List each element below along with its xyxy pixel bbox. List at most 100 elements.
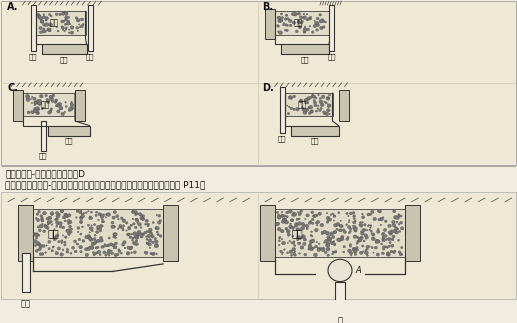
Circle shape — [319, 98, 322, 99]
Circle shape — [146, 242, 149, 245]
Circle shape — [280, 214, 284, 217]
Circle shape — [120, 252, 123, 254]
Circle shape — [131, 252, 132, 254]
Circle shape — [78, 238, 81, 241]
Circle shape — [288, 210, 292, 213]
Circle shape — [359, 251, 363, 255]
Text: A: A — [355, 266, 361, 275]
Circle shape — [396, 221, 398, 223]
Circle shape — [50, 109, 52, 111]
Circle shape — [117, 254, 119, 255]
Circle shape — [320, 223, 324, 227]
Circle shape — [79, 245, 83, 249]
Circle shape — [65, 213, 67, 215]
Circle shape — [305, 110, 307, 112]
Circle shape — [299, 99, 303, 103]
Circle shape — [339, 238, 342, 241]
Circle shape — [310, 221, 312, 223]
Circle shape — [47, 100, 50, 104]
Circle shape — [139, 213, 142, 215]
Circle shape — [39, 99, 41, 101]
Circle shape — [306, 19, 308, 21]
Circle shape — [88, 211, 89, 212]
Circle shape — [80, 222, 82, 223]
Circle shape — [158, 221, 161, 224]
Circle shape — [330, 234, 331, 236]
Circle shape — [94, 239, 96, 241]
Circle shape — [303, 225, 306, 227]
Bar — [339, 90, 348, 121]
Circle shape — [401, 254, 403, 255]
Circle shape — [340, 220, 341, 222]
Circle shape — [89, 216, 91, 217]
Circle shape — [62, 249, 64, 251]
Circle shape — [135, 218, 139, 221]
Circle shape — [397, 228, 399, 230]
Circle shape — [300, 246, 304, 249]
Circle shape — [392, 245, 393, 246]
Text: 铺盖: 铺盖 — [40, 100, 50, 109]
Circle shape — [292, 21, 296, 24]
Circle shape — [140, 214, 143, 216]
Circle shape — [96, 212, 98, 213]
Circle shape — [81, 215, 84, 218]
Text: 【标准答案-建设工程教育网】D: 【标准答案-建设工程教育网】D — [5, 169, 85, 178]
Circle shape — [79, 26, 81, 28]
Circle shape — [35, 234, 38, 237]
Circle shape — [111, 250, 112, 252]
Circle shape — [386, 252, 390, 255]
Circle shape — [159, 220, 161, 222]
Circle shape — [343, 229, 345, 231]
Circle shape — [100, 236, 102, 239]
Circle shape — [281, 16, 283, 19]
Text: 铺盖: 铺盖 — [50, 18, 59, 27]
Circle shape — [76, 26, 79, 29]
Circle shape — [333, 220, 334, 221]
Circle shape — [133, 232, 135, 234]
Circle shape — [95, 241, 97, 243]
Circle shape — [145, 223, 147, 225]
Circle shape — [121, 243, 125, 246]
Bar — [329, 5, 334, 51]
Circle shape — [149, 232, 152, 234]
Circle shape — [36, 111, 39, 115]
Circle shape — [113, 233, 117, 236]
Circle shape — [326, 109, 330, 112]
Circle shape — [41, 253, 44, 255]
Circle shape — [47, 223, 49, 225]
Circle shape — [88, 236, 91, 239]
Circle shape — [128, 233, 130, 235]
Circle shape — [287, 233, 291, 236]
Circle shape — [327, 254, 329, 256]
Circle shape — [55, 218, 58, 221]
Circle shape — [349, 228, 352, 230]
Circle shape — [309, 240, 313, 243]
Circle shape — [74, 250, 77, 253]
Circle shape — [41, 219, 44, 222]
Circle shape — [44, 252, 47, 253]
Circle shape — [105, 214, 108, 215]
Circle shape — [77, 227, 80, 229]
Bar — [31, 5, 36, 51]
Circle shape — [301, 107, 303, 108]
Circle shape — [289, 240, 291, 242]
Circle shape — [39, 246, 42, 249]
Circle shape — [300, 99, 302, 101]
Circle shape — [386, 239, 388, 240]
Circle shape — [99, 230, 101, 232]
Circle shape — [287, 242, 288, 244]
Circle shape — [343, 251, 345, 253]
Circle shape — [100, 224, 102, 226]
Circle shape — [319, 100, 323, 104]
Circle shape — [35, 250, 38, 252]
Circle shape — [68, 220, 72, 224]
Circle shape — [320, 26, 323, 29]
Circle shape — [400, 221, 403, 224]
Circle shape — [82, 24, 84, 26]
Circle shape — [306, 101, 309, 104]
Circle shape — [44, 224, 46, 226]
Circle shape — [42, 245, 45, 247]
Circle shape — [45, 17, 49, 20]
Circle shape — [155, 240, 158, 244]
Circle shape — [307, 14, 308, 15]
